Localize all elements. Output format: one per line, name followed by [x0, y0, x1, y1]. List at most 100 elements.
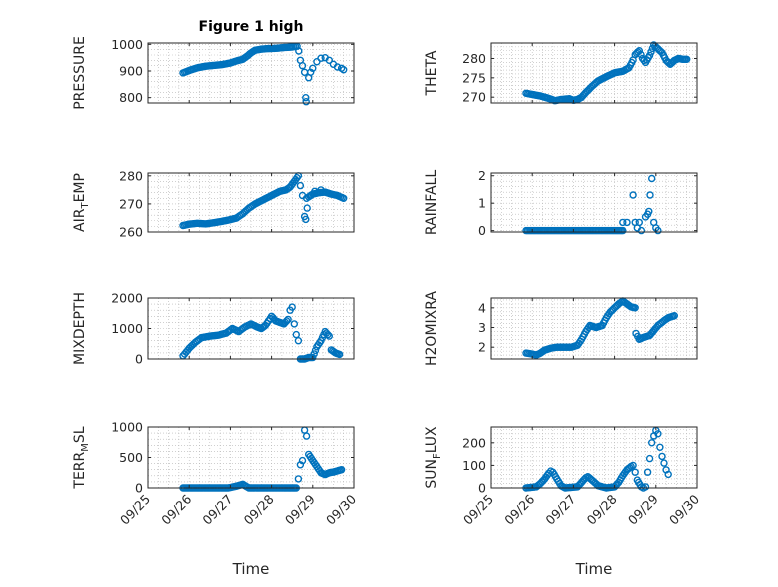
data-point	[335, 350, 344, 359]
data-point	[317, 186, 325, 194]
data-point	[658, 452, 666, 461]
subplot-6: 2 3 4 H2OMIXRA	[424, 291, 698, 366]
x-tick-label: 09/27	[199, 492, 235, 528]
y-tick-label: 280	[119, 168, 143, 183]
x-tick-label: 09/25	[117, 492, 153, 528]
axes-box	[147, 42, 355, 104]
axes-box	[490, 42, 698, 104]
y-tick-label: 500	[119, 450, 143, 465]
y-tick-label: 280	[462, 51, 486, 66]
data-point	[635, 47, 643, 55]
y-label-4: RAINFALL	[424, 170, 440, 235]
data-point	[325, 56, 333, 64]
y-label-1: PRESSURE	[72, 36, 88, 110]
y-label-7: TERRMSL	[72, 426, 91, 489]
x-tick-label: 09/27	[542, 492, 578, 528]
subplot-5: 0 1000 2000 MIXDEPTH	[72, 291, 355, 367]
data-point	[288, 303, 296, 311]
data-point	[324, 330, 332, 339]
y-tick-label: 2	[478, 168, 486, 183]
y-tick-label: 0	[478, 481, 486, 496]
data-point	[656, 443, 664, 451]
y-label-6: H2OMIXRA	[424, 291, 440, 366]
y-tick-label: 1000	[111, 420, 143, 435]
data-point	[307, 191, 315, 200]
y-label-2: THETA	[424, 50, 440, 96]
x-label-right: Time	[575, 560, 613, 578]
data-point	[307, 68, 315, 77]
axes-box	[490, 297, 698, 360]
y-tick-label: 270	[462, 90, 486, 105]
data-point	[337, 466, 346, 474]
data-point	[302, 97, 310, 106]
data-point	[623, 218, 631, 227]
data-point	[302, 93, 310, 102]
data-point	[309, 353, 317, 362]
x-tick-label: 09/30	[323, 491, 359, 527]
data-point	[325, 332, 333, 340]
data-point	[670, 312, 678, 320]
x-tick-label: 09/29	[282, 491, 318, 527]
y-tick-label: 4	[478, 300, 486, 315]
y-label-3: AIRTEMP	[72, 173, 91, 232]
data-point	[683, 55, 691, 63]
subplot-3: 260 270 280 AIRTEMP	[72, 168, 355, 240]
data-point	[340, 65, 348, 74]
data-point	[635, 218, 643, 227]
y-tick-label: 0	[478, 223, 486, 238]
data-point	[645, 207, 653, 216]
y-tick-label: 2	[478, 340, 486, 355]
data-point	[295, 47, 303, 55]
subplot-7: 0 500 1000 09/25 09/26 09/27 09/28 09/29 09/30 TE…	[72, 420, 359, 528]
data-point	[637, 50, 645, 59]
data-point	[637, 226, 646, 235]
data-point	[648, 174, 656, 183]
data-point	[310, 350, 318, 358]
data-point	[298, 61, 307, 70]
x-tick-label: 09/25	[460, 492, 496, 528]
data-point	[290, 320, 298, 328]
y-tick-label: 2000	[111, 291, 143, 306]
data-point	[294, 475, 303, 483]
y-tick-label: 1	[478, 196, 486, 211]
data-point	[317, 54, 325, 62]
data-point	[283, 317, 291, 325]
data-point	[648, 439, 656, 447]
data-point	[643, 468, 652, 476]
data-point	[292, 330, 300, 339]
data-point	[284, 315, 292, 324]
x-tick-label: 09/29	[625, 491, 661, 527]
y-label-8: SUNFLUX	[424, 426, 443, 489]
y-tick-label: 200	[462, 435, 486, 450]
data-point	[311, 346, 320, 355]
x-tick-label: 09/28	[584, 491, 620, 527]
data-point	[333, 63, 342, 71]
y-tick-label: 100	[462, 458, 486, 473]
subplot-8: 0 100 200 09/25 09/26 09/27 09/28 09/29 09/30 SUN…	[424, 426, 702, 528]
data-point	[654, 226, 662, 235]
axes-box	[147, 172, 355, 233]
data-point	[309, 64, 317, 73]
data-point	[629, 191, 637, 199]
data-point	[646, 191, 654, 199]
axes-box	[490, 172, 698, 233]
data-point	[302, 215, 310, 224]
x-tick-label: 09/28	[241, 491, 277, 527]
data-point	[619, 226, 627, 235]
subplot-4: 0 1 2 RAINFALL	[424, 168, 698, 238]
axes-box	[490, 426, 698, 489]
data-point	[302, 432, 311, 440]
y-tick-label: 3	[478, 320, 486, 335]
data-point	[340, 194, 348, 203]
data-point	[631, 304, 639, 312]
y-tick-label: 0	[135, 481, 143, 496]
data-point	[294, 337, 303, 345]
data-point	[296, 181, 305, 190]
data-point	[298, 456, 307, 465]
y-tick-label: 1000	[111, 37, 143, 52]
y-tick-label: 800	[119, 90, 143, 105]
data-point	[660, 459, 668, 467]
